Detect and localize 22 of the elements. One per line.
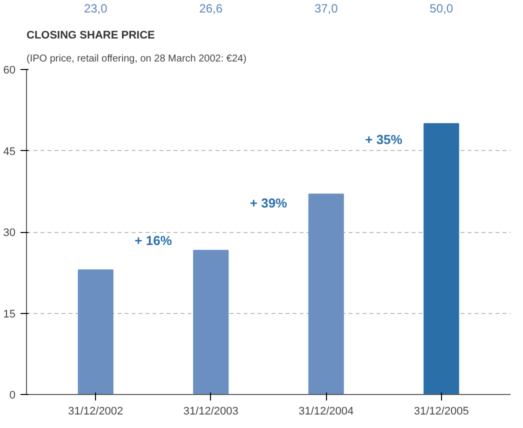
x-tick-label: 31/12/2003 <box>183 406 238 418</box>
chart-subtitle: (IPO price, retail offering, on 28 March 2002: €24) <box>26 54 246 64</box>
y-tick-label: 15 <box>3 308 16 320</box>
bar <box>78 269 114 394</box>
y-tick-label: 0 <box>9 390 16 402</box>
y-tick-label: 30 <box>3 227 16 239</box>
bar <box>424 123 460 394</box>
annotation: + 16% <box>134 233 172 248</box>
y-tick-label: 45 <box>3 146 16 158</box>
annotation: + 35% <box>365 132 403 147</box>
bar <box>308 194 344 394</box>
x-tick-label: 31/12/2004 <box>298 406 354 418</box>
bar <box>193 250 229 394</box>
x-tick-label: 31/12/2002 <box>68 406 124 418</box>
data-label: 26,6 <box>199 2 223 16</box>
data-label: 37,0 <box>314 2 338 16</box>
annotation: + 39% <box>250 195 288 210</box>
y-tick-label: 60 <box>3 64 16 76</box>
chart-title: CLOSING SHARE PRICE <box>26 30 155 42</box>
data-label: 23,0 <box>84 2 108 16</box>
data-label: 50,0 <box>430 2 454 16</box>
x-tick-label: 31/12/2005 <box>414 406 469 418</box>
